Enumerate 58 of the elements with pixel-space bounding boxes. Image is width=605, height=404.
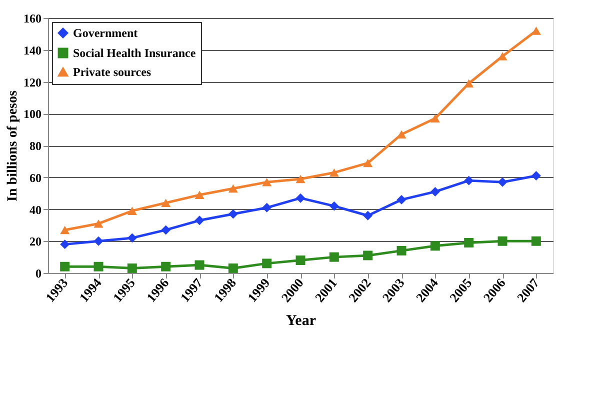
point: [363, 158, 373, 168]
point: [94, 236, 104, 246]
y-tick-label: 160: [24, 12, 42, 26]
point: [161, 198, 171, 207]
point: [430, 114, 440, 123]
point: [60, 226, 70, 234]
point: [531, 171, 541, 181]
point: [464, 79, 474, 88]
point: [296, 256, 306, 265]
point: [296, 193, 306, 203]
y-tick-label: 40: [30, 202, 42, 217]
point: [329, 168, 339, 177]
point: [363, 210, 373, 220]
point: [430, 241, 440, 251]
point: [60, 240, 70, 250]
point: [127, 233, 137, 243]
point: [262, 178, 272, 186]
point: [161, 225, 171, 235]
point: [194, 190, 204, 200]
point: [363, 250, 373, 260]
point: [262, 258, 272, 268]
x-axis-title: Year: [286, 312, 316, 329]
y-tick-label: 60: [30, 170, 42, 185]
point: [531, 26, 541, 35]
point: [127, 263, 137, 273]
point: [396, 194, 406, 204]
y-tick-label: 100: [24, 107, 42, 122]
point: [228, 263, 238, 273]
point: [194, 260, 204, 270]
point: [498, 177, 508, 187]
point: [329, 201, 339, 211]
y-tick-label: 0: [36, 266, 42, 280]
point: [127, 206, 137, 215]
point: [228, 209, 238, 219]
point: [60, 262, 70, 272]
point: [228, 184, 238, 193]
y-tick-label: 20: [30, 234, 42, 249]
legend-label: Social Health Insurance: [73, 46, 196, 60]
legend-label: Government: [73, 26, 138, 40]
point: [531, 236, 541, 246]
y-axis-title: In billions of pesos: [6, 90, 20, 202]
point: [329, 252, 339, 262]
point: [464, 238, 474, 248]
point: [194, 216, 204, 226]
point: [396, 246, 406, 256]
point: [464, 176, 474, 186]
y-tick-label: 140: [24, 43, 42, 58]
y-tick-label: 120: [24, 75, 42, 90]
point: [296, 174, 306, 184]
point: [498, 52, 508, 60]
point: [262, 202, 272, 212]
point: [161, 262, 171, 272]
point: [430, 186, 440, 196]
point: [94, 262, 104, 272]
legend-label: Private sources: [73, 65, 152, 79]
point: [498, 236, 508, 246]
y-tick-label: 80: [30, 139, 42, 153]
point: [94, 219, 104, 228]
